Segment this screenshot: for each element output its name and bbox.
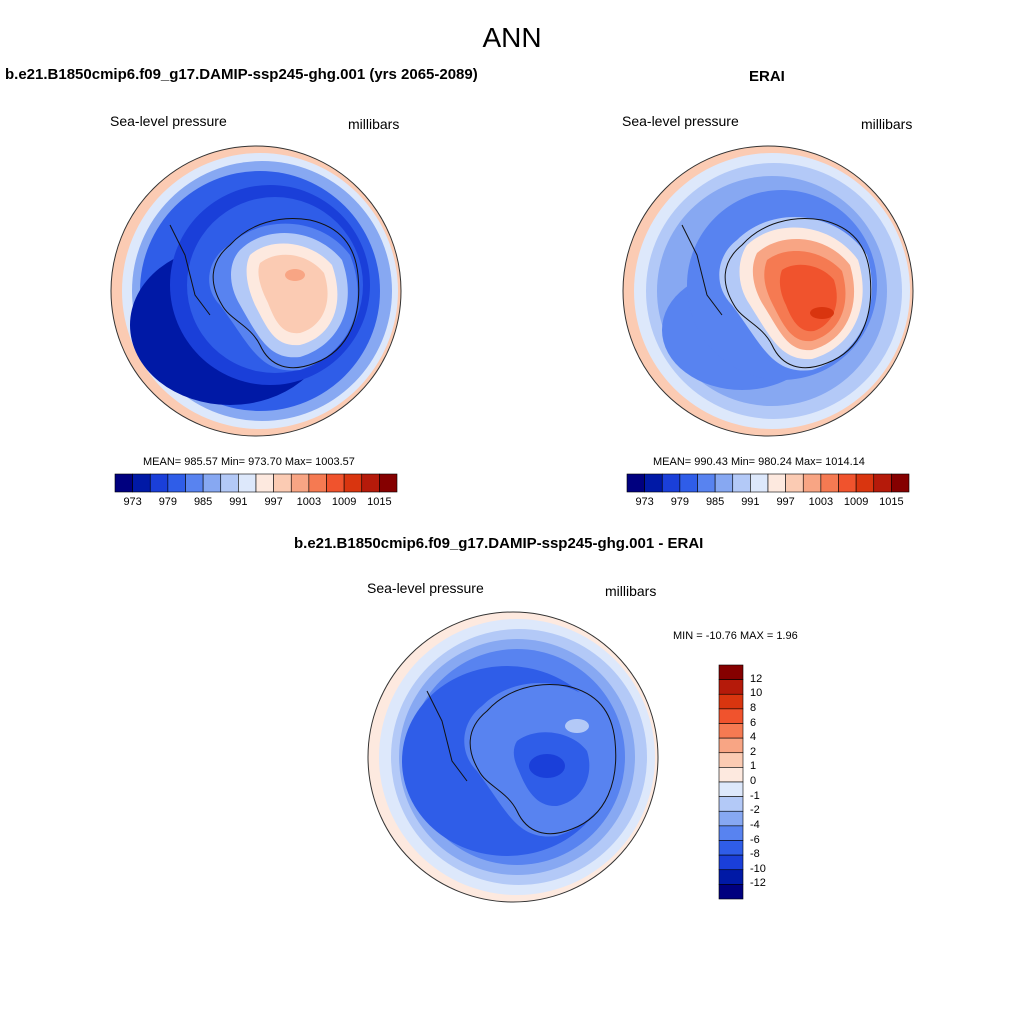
colorbar-swatch: [718, 737, 744, 754]
panel-3-units-label: millibars: [605, 583, 657, 599]
colorbar-tick-label: 973: [635, 496, 654, 508]
colorbar-swatch: [732, 473, 751, 493]
panel-1-title: b.e21.B1850cmip6.f09_g17.DAMIP-ssp245-gh…: [5, 66, 478, 83]
colorbar-swatch: [718, 708, 744, 724]
colorbar-swatch: [149, 473, 169, 493]
colorbar-swatch: [661, 473, 681, 493]
colorbar-swatch: [308, 473, 327, 493]
colorbar-tick-label: 6: [750, 716, 757, 729]
colorbar-tick-label: 997: [776, 496, 795, 508]
colorbar-tick-label: 1003: [296, 496, 322, 508]
colorbar-tick-label: 12: [750, 672, 763, 685]
colorbar-swatch: [718, 810, 744, 827]
colorbar-swatch: [718, 767, 744, 783]
colorbar-tick-label: 1: [750, 760, 757, 773]
colorbar-tick-label: 2: [750, 745, 757, 758]
colorbar-swatch: [718, 840, 744, 856]
colorbar-swatch: [718, 752, 744, 768]
colorbar-swatch: [379, 473, 398, 493]
panel-3-polar-map: [367, 611, 659, 903]
panel-2-variable-label: Sea-level pressure: [622, 113, 739, 129]
colorbar-swatch: [718, 693, 744, 710]
colorbar-swatch: [718, 854, 744, 871]
panel-1-colorbar: [114, 473, 398, 493]
colorbar-swatch: [718, 781, 744, 797]
colorbar-swatch: [697, 473, 716, 493]
colorbar-swatch: [891, 473, 910, 493]
panel-3-title: b.e21.B1850cmip6.f09_g17.DAMIP-ssp245-gh…: [294, 535, 704, 552]
colorbar-tick-label: 1009: [331, 496, 357, 508]
colorbar-swatch: [873, 473, 892, 493]
colorbar-tick-label: 979: [670, 496, 690, 508]
colorbar-swatch: [679, 473, 698, 493]
panel-2-stats: MEAN= 990.43 Min= 980.24 Max= 1014.14: [653, 456, 865, 468]
colorbar-swatch: [718, 679, 744, 695]
colorbar-swatch: [361, 473, 380, 493]
colorbar-swatch: [185, 473, 204, 493]
colorbar-swatch: [718, 869, 744, 885]
panel-1-variable-label: Sea-level pressure: [110, 113, 227, 129]
colorbar-tick-label: 991: [229, 496, 248, 508]
colorbar-tick-label: 985: [705, 496, 725, 508]
panel-2-title: ERAI: [749, 68, 785, 85]
colorbar-swatch: [767, 473, 786, 493]
panel-3-colorbar: [718, 664, 744, 900]
colorbar-swatch: [718, 723, 744, 739]
page-title: ANN: [482, 22, 542, 53]
colorbar-swatch: [750, 473, 769, 493]
colorbar-tick-label: -1: [750, 789, 760, 802]
colorbar-tick-label: 991: [741, 496, 760, 508]
colorbar-tick-label: 1009: [843, 496, 869, 508]
colorbar-swatch: [626, 473, 645, 493]
colorbar-swatch: [802, 473, 822, 493]
colorbar-swatch: [167, 473, 186, 493]
colorbar-tick-label: 1015: [879, 496, 904, 508]
colorbar-swatch: [238, 473, 257, 493]
colorbar-swatch: [220, 473, 239, 493]
colorbar-tick-label: 985: [193, 496, 213, 508]
colorbar-swatch: [718, 884, 744, 900]
colorbar-tick-label: 0: [750, 775, 757, 787]
colorbar-swatch: [343, 473, 363, 493]
colorbar-tick-label: 979: [158, 496, 178, 508]
colorbar-tick-label: 8: [750, 701, 757, 714]
colorbar-tick-label: -12: [750, 877, 766, 890]
colorbar-tick-label: 10: [750, 687, 763, 700]
colorbar-swatch: [718, 796, 744, 812]
colorbar-tick-label: 1003: [808, 496, 834, 508]
colorbar-swatch: [785, 473, 804, 493]
colorbar-swatch: [820, 473, 839, 493]
colorbar-tick-label: -10: [750, 862, 766, 875]
panel-2-colorbar: [626, 473, 910, 493]
panel-1-polar-map: [110, 145, 402, 437]
colorbar-swatch: [255, 473, 274, 493]
colorbar-swatch: [326, 473, 345, 493]
panel-2-polar-map: [622, 145, 914, 437]
panel-3-stats: MIN = -10.76 MAX = 1.96: [673, 630, 798, 642]
colorbar-swatch: [718, 825, 744, 841]
colorbar-swatch: [838, 473, 857, 493]
colorbar-tick-label: -8: [750, 848, 760, 861]
panel-1-units-label: millibars: [348, 116, 400, 132]
colorbar-swatch: [132, 473, 151, 493]
panel-3-variable-label: Sea-level pressure: [367, 580, 484, 596]
colorbar-tick-label: 1015: [367, 496, 392, 508]
colorbar-swatch: [855, 473, 875, 493]
colorbar-tick-label: -2: [750, 804, 760, 817]
colorbar-tick-label: -6: [750, 833, 760, 846]
panel-2-units-label: millibars: [861, 116, 913, 132]
colorbar-swatch: [202, 473, 222, 493]
colorbar-swatch: [273, 473, 292, 493]
colorbar-tick-label: 997: [264, 496, 283, 508]
colorbar-tick-label: 973: [123, 496, 142, 508]
colorbar-swatch: [290, 473, 310, 493]
colorbar-swatch: [714, 473, 734, 493]
colorbar-swatch: [114, 473, 133, 493]
colorbar-tick-label: 4: [750, 731, 757, 744]
colorbar-tick-label: -4: [750, 818, 760, 831]
colorbar-swatch: [718, 664, 744, 680]
colorbar-swatch: [644, 473, 663, 493]
panel-1-stats: MEAN= 985.57 Min= 973.70 Max= 1003.57: [143, 456, 355, 468]
